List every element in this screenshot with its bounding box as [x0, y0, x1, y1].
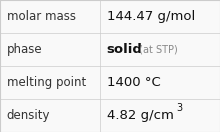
Text: melting point: melting point: [7, 76, 86, 89]
Text: solid: solid: [107, 43, 143, 56]
Text: 1400 °C: 1400 °C: [107, 76, 160, 89]
Text: molar mass: molar mass: [7, 10, 76, 23]
Text: 4.82 g/cm: 4.82 g/cm: [107, 109, 174, 122]
Text: density: density: [7, 109, 50, 122]
Text: 3: 3: [176, 103, 182, 113]
Text: phase: phase: [7, 43, 42, 56]
Text: (at STP): (at STP): [136, 44, 178, 55]
Text: 144.47 g/mol: 144.47 g/mol: [107, 10, 195, 23]
